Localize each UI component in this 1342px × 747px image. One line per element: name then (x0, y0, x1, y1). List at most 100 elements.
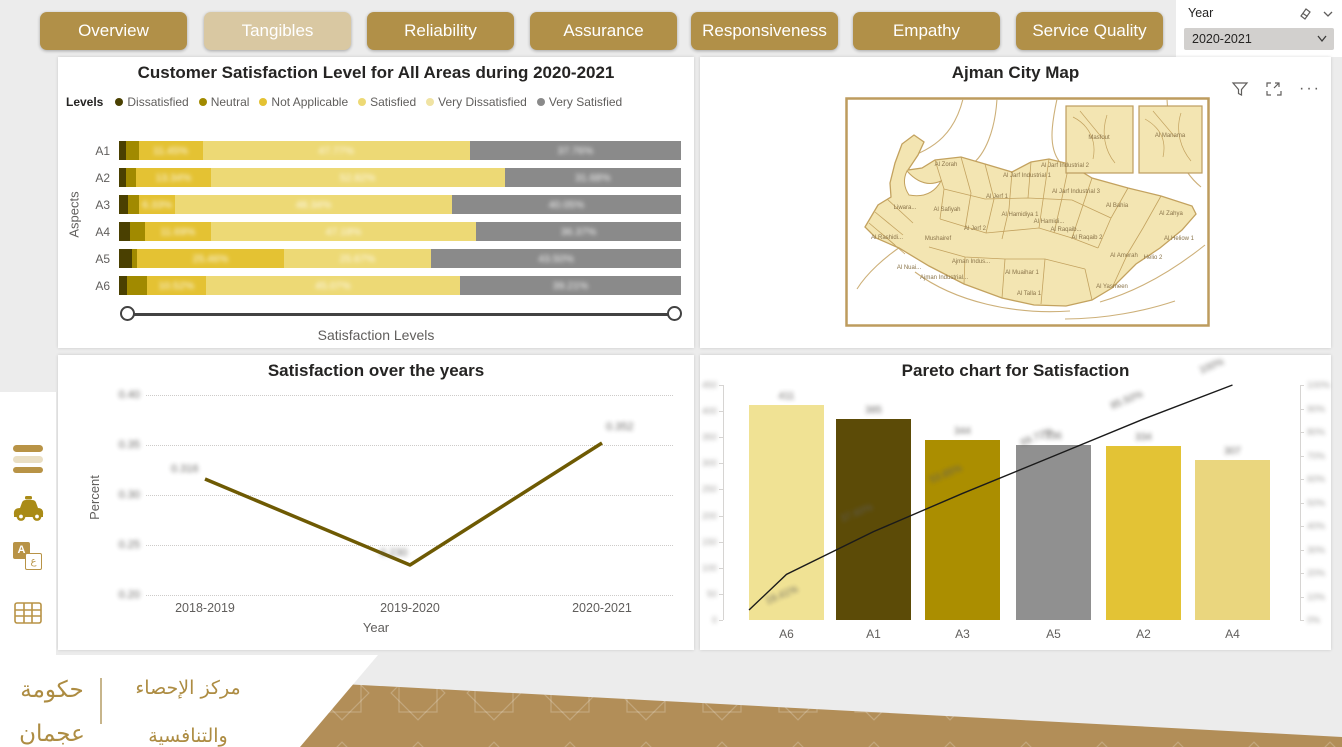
trend-line (204, 441, 603, 567)
bar-segment-not-applicable[interactable]: 10.52% (146, 276, 206, 295)
bar-segment-very-satisfied[interactable]: 43.50% (431, 249, 681, 268)
levels-legend: Levels Dissatisfied Neutral Not Applicable… (66, 95, 690, 109)
legend-item-very-dissatisfied[interactable]: Very Dissatisfied (426, 95, 527, 109)
slider-handle-left[interactable] (120, 306, 135, 321)
segment-data-label: 31.68% (574, 171, 611, 184)
year-axis-title: Year (362, 620, 390, 635)
bar-segment-very-satisfied[interactable]: 40.05% (451, 195, 681, 214)
bar-segment-not-applicable[interactable]: 13.34% (136, 168, 211, 187)
tab-overview[interactable]: Overview (40, 12, 187, 50)
focus-mode-icon[interactable] (1265, 81, 1283, 97)
bar-segment-very-satisfied[interactable]: 36.37% (476, 222, 681, 241)
year-dropdown[interactable]: 2020-2021 (1184, 28, 1334, 50)
legend-dot (426, 98, 435, 106)
legend-item-not-applicable[interactable]: Not Applicable (259, 95, 348, 109)
pareto-category-label: A5 (1046, 627, 1061, 641)
legend-dot (115, 98, 124, 106)
taxi-icon[interactable] (0, 495, 56, 523)
tab-empathy[interactable]: Empathy (853, 12, 1000, 50)
segment-data-label: 11.69% (160, 225, 196, 238)
stacked-bar-track: 13.34% 52.82% 31.68% (119, 168, 681, 187)
legend-title: Levels (66, 95, 104, 109)
pareto-plot-area[interactable]: 450 400 350 300 250 200 150 100 50 0 100… (700, 355, 1331, 650)
pareto-bar-value: 411 (778, 391, 795, 403)
x-tick-label: 2020-2021 (572, 601, 632, 615)
bar-segment-very-satisfied[interactable]: 39.21% (459, 276, 681, 295)
slider-handle-right[interactable] (667, 306, 682, 321)
pareto-left-tick: 250 (701, 484, 717, 495)
clear-filter-eraser-icon[interactable] (1297, 7, 1312, 21)
bar-segment-dissatisfied[interactable] (119, 249, 133, 268)
legend-item-satisfied[interactable]: Satisfied (358, 95, 416, 109)
stacked-bar-row-a4: A4 11.69% 47.18% 36.37% (58, 218, 694, 245)
bar-segment-neutral[interactable] (127, 195, 140, 214)
filter-icon[interactable] (1231, 81, 1249, 97)
translate-icon[interactable]: A ع (0, 542, 56, 574)
bar-segment-neutral[interactable] (126, 141, 139, 160)
legend-item-very-satisfied[interactable]: Very Satisfied (536, 95, 622, 109)
tab-service-quality[interactable]: Service Quality (1016, 12, 1163, 50)
legend-item-dissatisfied[interactable]: Dissatisfied (115, 95, 189, 109)
tab-responsiveness[interactable]: Responsiveness (691, 12, 838, 50)
bar-segment-very-satisfied[interactable]: 37.76% (469, 141, 681, 160)
pareto-bar-a6[interactable] (749, 405, 824, 620)
bar-segment-satisfied[interactable]: 47.77% (202, 141, 470, 160)
satisfaction-range-slider[interactable] (120, 306, 682, 322)
pareto-bar-a1[interactable] (836, 418, 911, 620)
y-tick-label: 0.20 (118, 589, 140, 601)
bar-segment-satisfied[interactable]: 45.07% (205, 276, 460, 295)
table-icon[interactable] (0, 602, 56, 624)
bar-segment-dissatisfied[interactable] (119, 195, 128, 214)
logo-divider (100, 678, 102, 724)
pareto-bar-value: 307 (1224, 445, 1241, 457)
pareto-bar-a2[interactable] (1106, 445, 1181, 620)
bar-segment-satisfied[interactable]: 47.18% (210, 222, 477, 241)
pareto-title: Pareto chart for Satisfaction (901, 361, 1130, 380)
map-region-label: Ajman Indus... (952, 259, 991, 265)
bar-segment-not-applicable[interactable]: 6.33% (139, 195, 176, 214)
map-region-label: Al Jerf 1 (986, 194, 1009, 200)
map-toolbar: ··· (1231, 81, 1321, 97)
point-data-label: 0.230 (380, 547, 408, 559)
category-label: A3 (95, 197, 110, 212)
legend-dot (259, 98, 268, 106)
pareto-left-tick: 300 (701, 458, 717, 469)
pareto-right-tick: 40% (1307, 521, 1326, 531)
legend-item-neutral[interactable]: Neutral (198, 95, 249, 109)
bar-segment-neutral[interactable] (125, 168, 137, 187)
bar-segment-not-applicable[interactable]: 11.45% (138, 141, 203, 160)
bar-segment-satisfied[interactable]: 25.67% (283, 249, 432, 268)
bar-segment-neutral[interactable] (130, 222, 145, 241)
tab-tangibles[interactable]: Tangibles (204, 12, 351, 50)
bar-segment-neutral[interactable] (127, 276, 147, 295)
percent-axis-title: Percent (86, 475, 102, 520)
map-insets[interactable] (1065, 105, 1203, 174)
bar-segment-satisfied[interactable]: 52.82% (210, 168, 505, 187)
pareto-bar-a5[interactable] (1016, 444, 1091, 620)
chevron-down-icon[interactable] (1322, 7, 1334, 21)
pareto-bar-a4[interactable] (1195, 459, 1270, 620)
pareto-bar-a3[interactable] (925, 440, 1000, 620)
more-options-icon[interactable]: ··· (1299, 80, 1321, 97)
pareto-right-tick: 0% (1307, 615, 1321, 625)
gridline (146, 395, 673, 396)
bar-segment-dissatisfied[interactable] (119, 276, 128, 295)
menu-icon[interactable] (0, 443, 56, 476)
bar-segment-very-satisfied[interactable]: 31.68% (504, 168, 681, 187)
bar-segment-neutral[interactable] (132, 249, 138, 268)
slider-track[interactable] (127, 312, 675, 316)
map-region-label: Al Raqaib... (1050, 227, 1081, 233)
bar-segment-dissatisfied[interactable] (119, 141, 127, 160)
pareto-bar-value: 336 (1045, 430, 1062, 442)
bar-segment-not-applicable[interactable]: 11.69% (144, 222, 211, 241)
bar-segment-dissatisfied[interactable] (119, 222, 131, 241)
tab-assurance[interactable]: Assurance (530, 12, 677, 50)
bar-segment-satisfied[interactable]: 48.34% (175, 195, 452, 214)
gridline (146, 445, 673, 446)
tab-reliability[interactable]: Reliability (367, 12, 514, 50)
legend-dot (198, 98, 207, 106)
ajman-city-map[interactable]: Al Zorah Al Jarf Industrial 1 Al Jarf In… (845, 97, 1210, 327)
bar-segment-dissatisfied[interactable] (119, 168, 126, 187)
map-region-label: Al Zahya (1159, 211, 1183, 217)
bar-segment-not-applicable[interactable]: 25.46% (137, 249, 284, 268)
